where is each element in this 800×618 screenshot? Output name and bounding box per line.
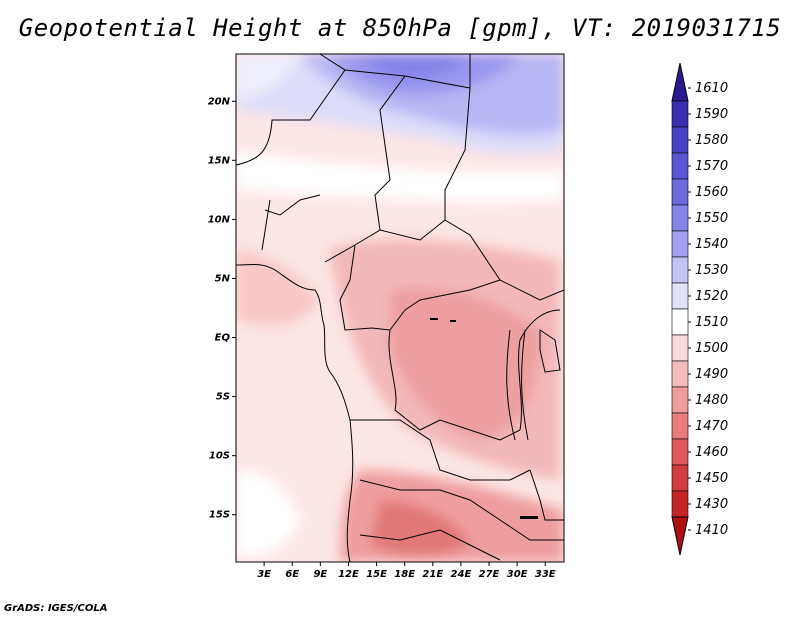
colorbar-label: 1530 xyxy=(695,263,728,278)
colorbar-swatch xyxy=(671,334,689,362)
longitude-axis: 3E 6E 9E 12E 15E 18E 21E 24E 27E 30E 33E xyxy=(257,562,556,580)
colorbar-label: 1570 xyxy=(695,159,728,174)
colorbar-label: 1430 xyxy=(695,497,728,512)
colorbar-label: 1560 xyxy=(695,185,728,200)
lon-tick-label: 18E xyxy=(394,569,415,580)
lon-tick-label: 21E xyxy=(422,569,443,580)
lon-tick-label: 27E xyxy=(479,569,500,580)
colorbar-label: 1410 xyxy=(695,523,728,538)
colorbar: 1610 1590 1580 1570 1560 1550 1540 1530 1520 1510… xyxy=(671,62,728,556)
colorbar-label: 1550 xyxy=(695,211,728,226)
colorbar-label: 1580 xyxy=(695,133,728,148)
colorbar-swatch xyxy=(671,516,689,556)
lat-tick-label: 10N xyxy=(208,214,231,225)
map-panel xyxy=(236,54,564,562)
colorbar-label: 1540 xyxy=(695,237,728,252)
colorbar-swatch xyxy=(671,100,689,128)
lon-tick-label: 15E xyxy=(366,569,387,580)
colorbar-swatch xyxy=(671,178,689,206)
colorbar-label: 1480 xyxy=(695,393,728,408)
colorbar-swatch xyxy=(671,308,689,336)
colorbar-label: 1610 xyxy=(695,81,728,96)
lat-tick-label: 5S xyxy=(216,392,230,403)
colorbar-swatch xyxy=(671,256,689,284)
colorbar-label: 1590 xyxy=(695,107,728,122)
lon-tick-label: 9E xyxy=(313,569,327,580)
credit-label: GrADS: IGES/COLA xyxy=(4,603,108,614)
colorbar-swatch xyxy=(671,386,689,414)
colorbar-swatch xyxy=(671,412,689,440)
lat-tick-label: 20N xyxy=(208,96,231,107)
lat-tick-label: 15S xyxy=(209,510,230,521)
colorbar-swatch xyxy=(671,204,689,232)
colorbar-label: 1450 xyxy=(695,471,728,486)
lon-tick-label: 33E xyxy=(535,569,556,580)
colorbar-label: 1510 xyxy=(695,315,728,330)
lat-tick-label: 5N xyxy=(215,273,231,284)
lon-tick-label: 6E xyxy=(285,569,299,580)
colorbar-label: 1500 xyxy=(695,341,728,356)
colorbar-swatch xyxy=(671,282,689,310)
colorbar-swatch xyxy=(671,360,689,388)
colorbar-swatch xyxy=(671,438,689,466)
lat-tick-label: 10S xyxy=(209,451,230,462)
map-frame xyxy=(235,53,565,563)
colorbar-label: 1470 xyxy=(695,419,728,434)
lon-tick-label: 24E xyxy=(451,569,472,580)
lakes xyxy=(430,318,538,519)
colorbar-swatch xyxy=(671,490,689,518)
colorbar-swatch xyxy=(671,230,689,258)
coastlines xyxy=(236,54,564,562)
latitude-axis: 20N 15N 10N 5N EQ 5S 10S 15S xyxy=(208,96,236,521)
colorbar-swatch xyxy=(671,62,689,102)
colorbar-swatch xyxy=(671,464,689,492)
colorbar-swatch xyxy=(671,152,689,180)
lon-tick-label: 30E xyxy=(507,569,528,580)
colorbar-swatch xyxy=(671,126,689,154)
map-title: Geopotential Height at 850hPa [gpm], VT:… xyxy=(18,14,782,42)
lat-tick-label: EQ xyxy=(215,333,231,344)
lon-tick-label: 12E xyxy=(338,569,359,580)
lon-tick-label: 3E xyxy=(257,569,271,580)
colorbar-label: 1490 xyxy=(695,367,728,382)
lat-tick-label: 15N xyxy=(208,155,231,166)
colorbar-label: 1520 xyxy=(695,289,728,304)
colorbar-label: 1460 xyxy=(695,445,728,460)
